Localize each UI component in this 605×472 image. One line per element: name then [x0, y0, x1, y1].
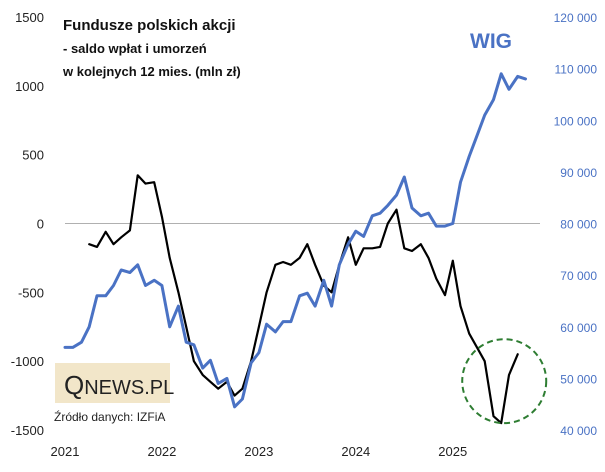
logo-background — [55, 363, 170, 403]
right-tick-label: 70 000 — [560, 269, 597, 283]
title-line-3: w kolejnych 12 mies. (mln zł) — [62, 64, 241, 79]
left-tick-label: 1500 — [15, 10, 44, 25]
chart-title: Fundusze polskich akcji - saldo wpłat i … — [62, 17, 241, 79]
left-tick-label: -1500 — [11, 423, 44, 438]
right-tick-label: 50 000 — [560, 372, 597, 386]
right-tick-label: 120 000 — [554, 11, 598, 25]
highlight-circle — [461, 338, 548, 425]
logo-rest: NEWS.PL — [84, 377, 174, 399]
right-tick-label: 60 000 — [560, 321, 597, 335]
x-axis: 2021 2022 2023 2024 2025 — [51, 223, 540, 459]
left-tick-label: -1000 — [11, 354, 44, 369]
right-axis: 120 000 110 000 100 000 90 000 80 000 70 000 6… — [554, 11, 598, 438]
right-tick-label: 40 000 — [560, 424, 597, 438]
left-tick-label: 1000 — [15, 79, 44, 94]
series-layer — [63, 72, 527, 425]
source-note: Źródło danych: IZFiA — [54, 409, 165, 424]
title-line-2: - saldo wpłat i umorzeń — [63, 41, 207, 56]
logo-text: QNEWS.PL — [64, 370, 174, 400]
right-tick-label: 90 000 — [560, 166, 597, 180]
left-axis: 1500 1000 500 0 -500 -1000 -1500 — [11, 10, 44, 438]
x-tick-label: 2025 — [438, 444, 467, 459]
logo-q: Q — [64, 370, 84, 400]
x-tick-label: 2023 — [244, 444, 273, 459]
x-tick-label: 2024 — [341, 444, 370, 459]
left-tick-label: 0 — [37, 217, 44, 232]
wig-line — [63, 72, 527, 409]
right-tick-label: 110 000 — [555, 63, 598, 77]
x-tick-label: 2022 — [147, 444, 176, 459]
right-tick-label: 100 000 — [554, 114, 598, 128]
left-tick-label: 500 — [22, 148, 44, 163]
right-tick-label: 80 000 — [560, 218, 597, 232]
wig-series-label: WIG — [470, 30, 512, 53]
x-tick-label: 2021 — [51, 444, 80, 459]
fund-flow-line — [88, 174, 519, 425]
left-tick-label: -500 — [18, 285, 44, 300]
title-line-1: Fundusze polskich akcji — [63, 17, 236, 34]
qnews-logo: QNEWS.PL — [55, 363, 174, 403]
